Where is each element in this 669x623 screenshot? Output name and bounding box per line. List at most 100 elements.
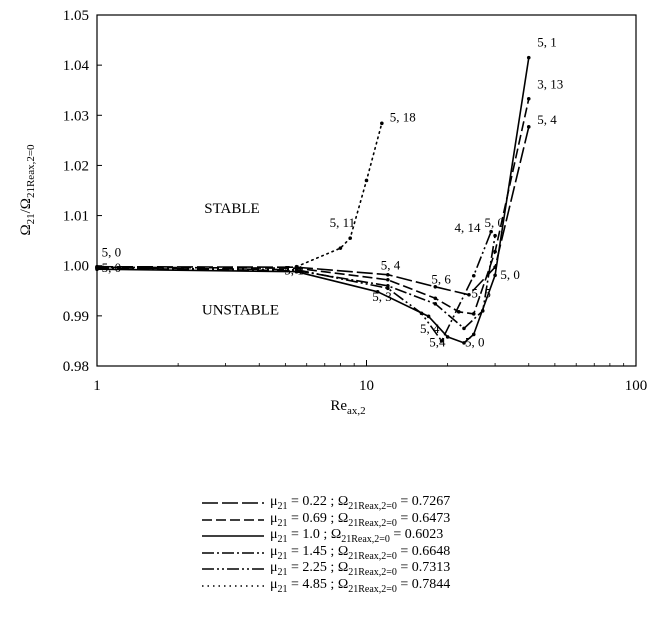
data-point [386,283,390,288]
data-point [419,311,424,316]
annotation-label: 5, 3 [372,289,392,304]
legend-label: μ21 = 0.22 ; Ω21Reax,2=0 = 0.7267 [270,494,451,512]
annotation-label: 5, 18 [390,109,416,124]
x-tick-label: 10 [359,378,374,394]
data-point [471,312,476,316]
data-point [386,286,390,291]
x-axis-ticks: 1 10 100 [93,360,647,394]
legend: μ21 = 0.22 ; Ω21Reax,2=0 = 0.7267 μ21 = … [200,494,560,594]
data-point [489,229,493,234]
annotation-label: 5, 11 [330,215,356,230]
annotation-layer: 5, 13, 135, 45, 185, 11 4, 14 5, 05, 05, 0… [102,35,564,350]
annotation-label: 5, 1 [284,263,304,278]
data-point [471,273,476,278]
annotation-label: 5, 0 [500,267,520,282]
legend-item: μ21 = 0.22 ; Ω21Reax,2=0 = 0.7267 [200,494,560,512]
y-tick-label: 1.01 [63,209,89,225]
region-label: STABLE [204,201,259,217]
y-axis-label-main: Ω [18,224,34,235]
legend-label: μ21 = 1.0 ; Ω21Reax,2=0 = 0.6023 [270,527,444,545]
data-point [375,289,380,294]
series-3 [95,55,531,345]
y-tick-label: 0.98 [63,359,89,375]
data-point [493,233,497,238]
annotation-label: 5, 1 [537,35,557,50]
legend-item: μ21 = 2.25 ; Ω21Reax,2=0 = 0.7313 [200,560,560,578]
data-point [348,236,353,240]
legend-swatch [202,551,264,554]
legend-swatch [202,535,264,537]
series-6 [294,121,384,269]
series-line [96,57,530,344]
data-point [439,339,444,343]
y-tick-label: 1.02 [63,158,89,174]
data-point [433,302,438,306]
series-layer [95,55,531,345]
data-point [526,55,531,60]
annotation-label: 5, 4 [537,112,557,127]
data-point [462,326,466,331]
x-axis-label-sub: ax,2 [347,405,366,417]
annotation-label: 5, 0 [102,245,122,260]
data-point [467,292,471,297]
legend-label: μ21 = 0.69 ; Ω21Reax,2=0 = 0.6473 [270,510,451,529]
annotation-label: 5, 5 [471,285,491,300]
annotation-label: 5, 4 [420,321,440,336]
data-point [294,264,299,269]
x-axis-label-main: Re [330,398,347,414]
legend-item: μ21 = 4.85 ; Ω21Reax,2=0 = 0.7844 [200,577,560,594]
data-point [364,178,369,183]
region-labels: STABLE UNSTABLE [202,201,279,318]
x-tick-label: 100 [625,378,648,394]
data-point [445,335,450,339]
annotation-label: 5,4 [429,334,446,349]
data-point [338,246,343,250]
data-point [294,267,299,272]
y-axis-ticks: 0.98 0.99 1.00 1.01 1.02 1.03 1.04 1.05 [63,8,102,375]
data-point [426,314,431,319]
data-point [471,332,476,337]
annotation-label: 5, 4 [381,258,401,273]
plot-area [96,14,637,367]
y-tick-label: 1.00 [63,259,89,275]
annotation-label: 5, 0 [102,260,122,275]
series-5 [95,229,493,343]
data-point [386,277,390,282]
chart: 0.980.991.001.011.021.031.041.05 1 10 100 … [18,8,647,417]
series-line [96,98,530,315]
y-axis-label-slash: /Ω [18,198,34,213]
data-point [386,272,390,277]
data-point [433,284,438,289]
y-axis-label: Ω21/Ω21Reax,2=0 [18,144,37,236]
legend-item: μ21 = 1.0 ; Ω21Reax,2=0 = 0.6023 [200,527,560,545]
data-point [456,310,461,314]
annotation-label: 5, 0 [465,334,485,349]
annotation-label: 4, 14 [454,220,481,235]
data-point [433,296,438,301]
annotation-label: 5, 6 [431,271,451,286]
annotation-label: 3, 13 [537,77,563,92]
annotation-label: 5, 0 [484,215,504,230]
data-point [480,309,485,313]
legend-label: μ21 = 4.85 ; Ω21Reax,2=0 = 0.7844 [270,576,451,595]
y-axis-label-sub1: 21 [25,213,37,224]
legend-swatch [202,502,264,504]
data-point [462,341,466,345]
legend-swatch [202,518,264,521]
series-line [295,122,383,268]
legend-label: μ21 = 2.25 ; Ω21Reax,2=0 = 0.7313 [270,560,451,578]
y-axis-label-sub2: 21Reax,2=0 [25,144,37,198]
series-2 [95,96,531,316]
data-point [493,273,497,278]
y-tick-label: 1.03 [63,108,89,124]
y-tick-label: 0.99 [63,309,89,325]
data-point [95,265,99,270]
data-point [493,249,497,254]
data-point [526,125,531,129]
y-tick-label: 1.05 [63,8,89,24]
data-point [526,96,531,101]
y-tick-label: 1.04 [63,58,90,74]
data-point [380,121,384,126]
x-axis-label: Reax,2 [330,398,365,417]
legend-item: μ21 = 1.45 ; Ω21Reax,2=0 = 0.6648 [200,544,560,561]
